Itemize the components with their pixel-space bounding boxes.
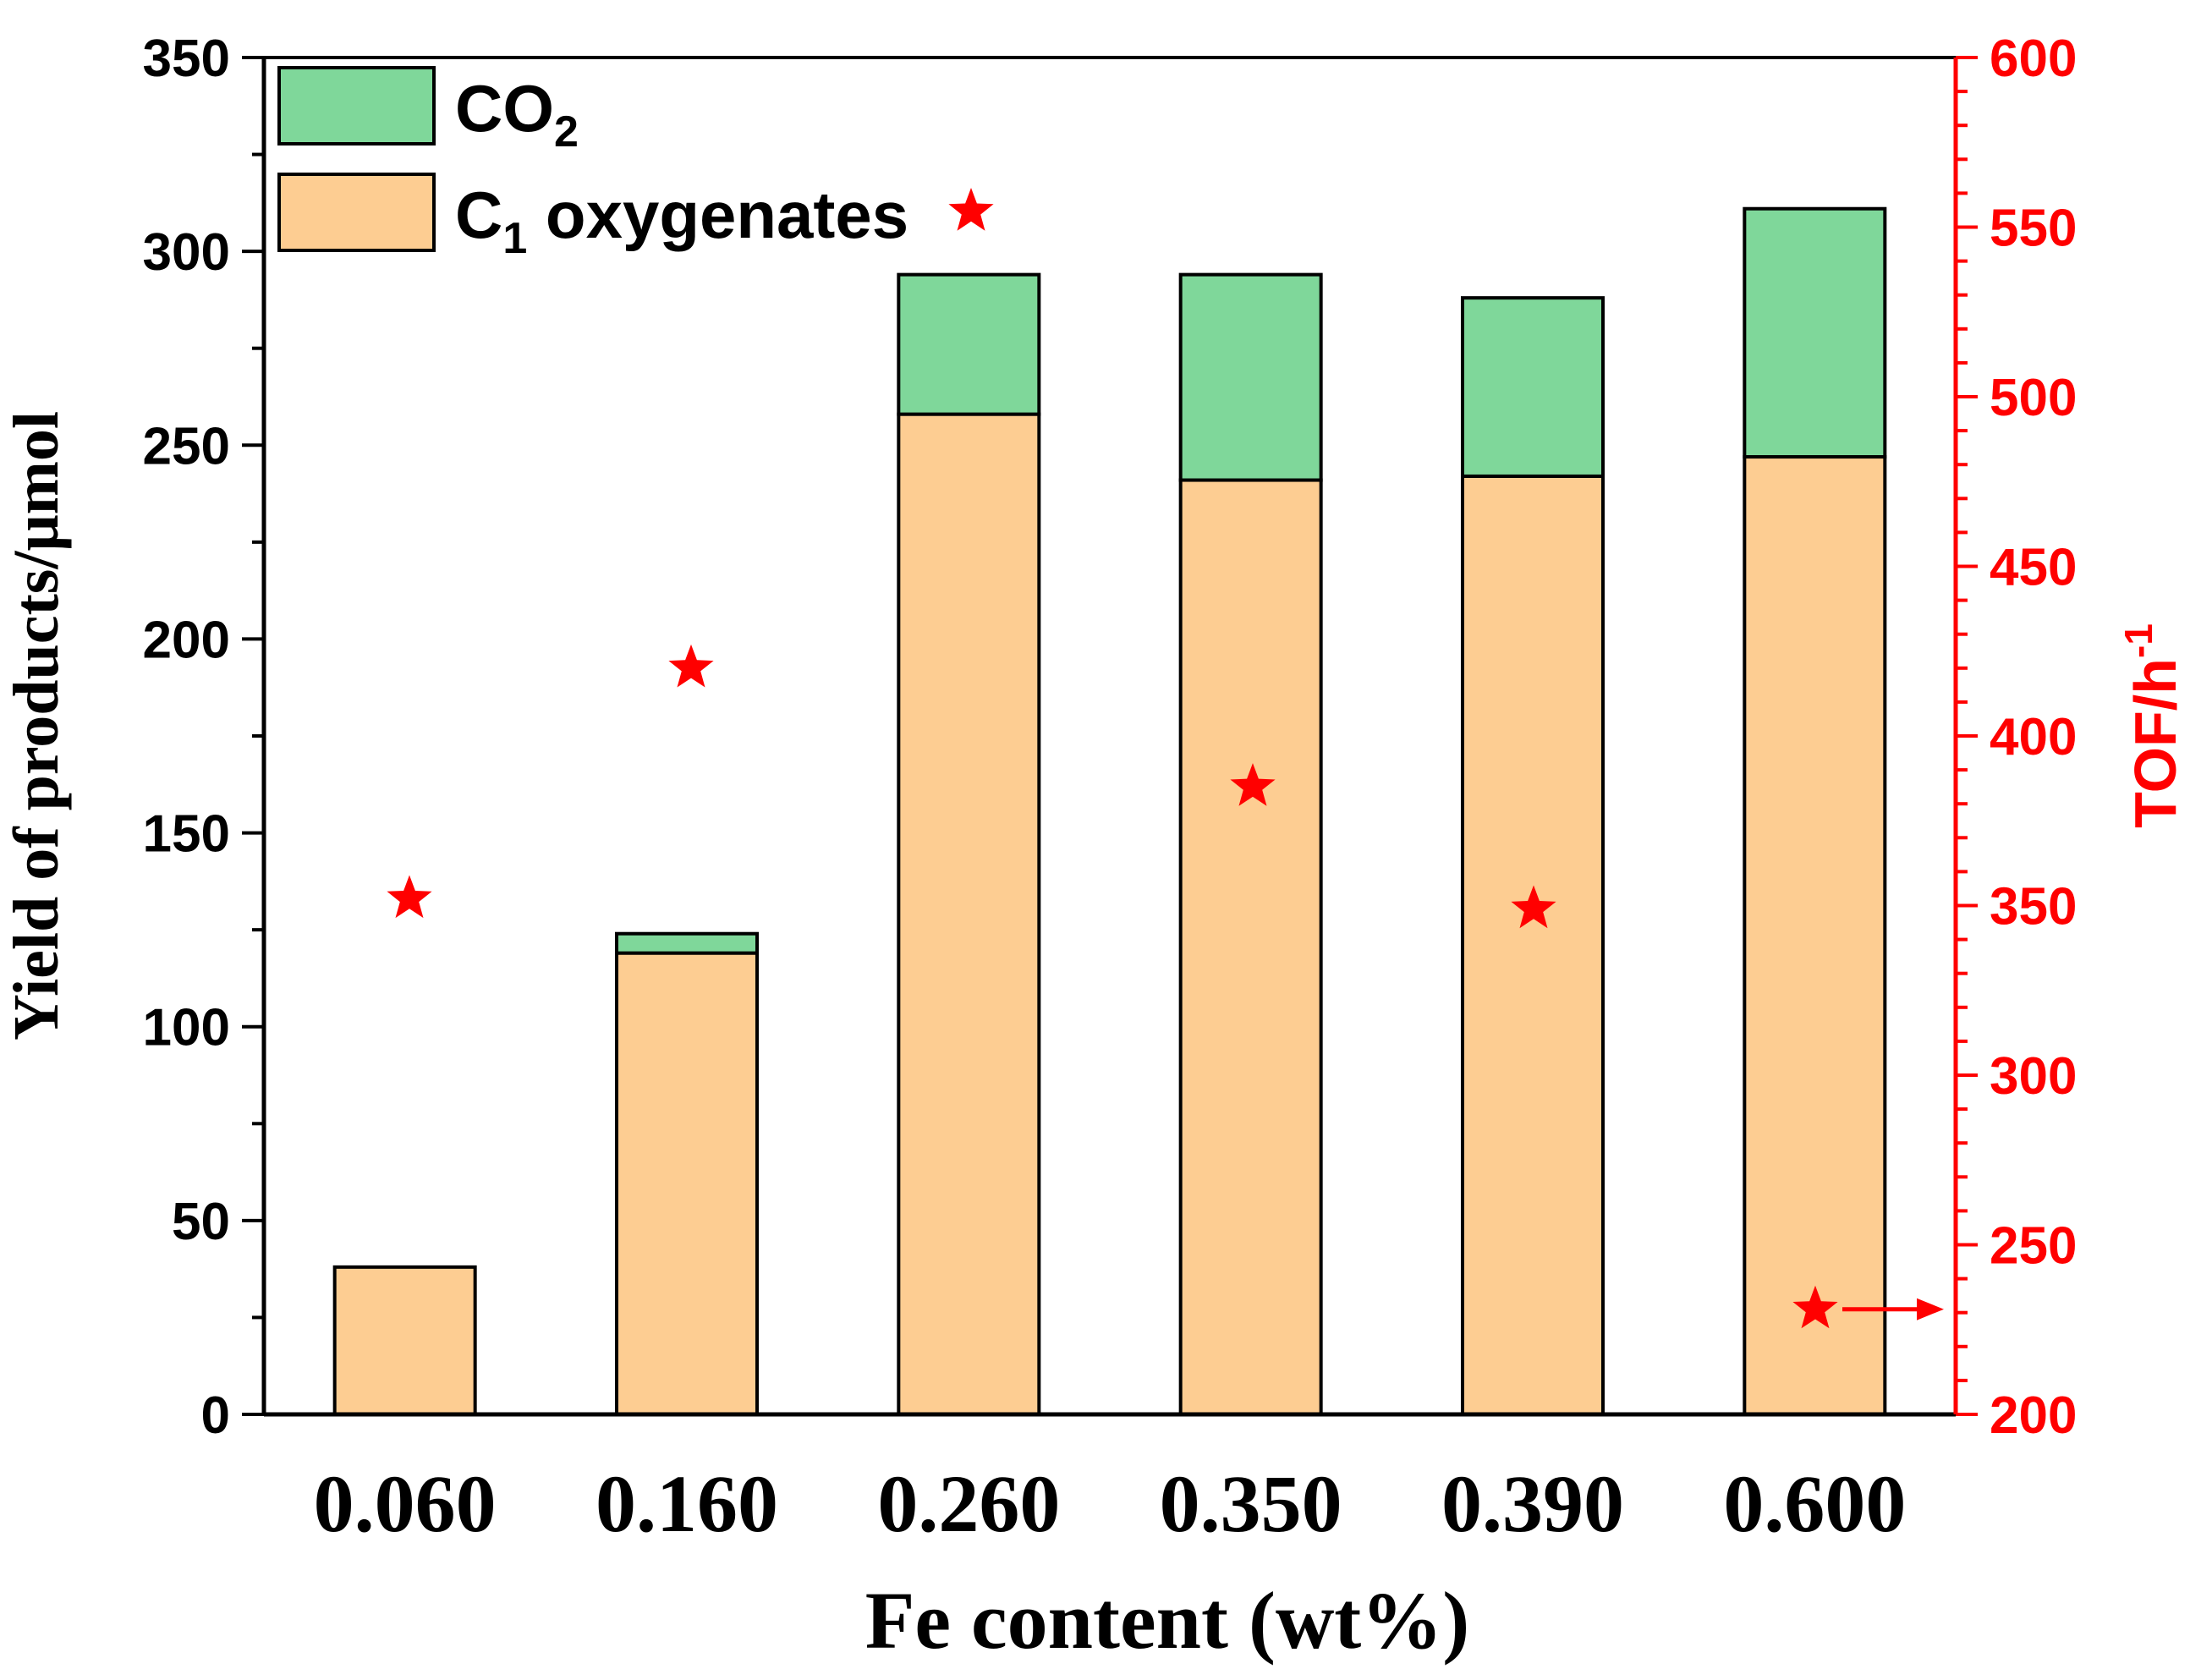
y-right-tick-label: 500 bbox=[1990, 369, 2077, 427]
y-left-tick-label: 0 bbox=[201, 1386, 230, 1445]
y-left-tick-label: 250 bbox=[143, 417, 230, 475]
bar-c1-oxygenates-0.060 bbox=[332, 1265, 477, 1417]
y-right-tick-label: 250 bbox=[1990, 1217, 2077, 1276]
bar-co2-0.350 bbox=[1178, 272, 1323, 482]
tof-star-0.390 bbox=[1511, 885, 1556, 929]
legend-swatch-c1-oxygenates bbox=[277, 173, 436, 252]
y-left-tick-label: 300 bbox=[143, 223, 230, 282]
tof-arrow-head bbox=[1917, 1298, 1944, 1320]
tof-star-0.160 bbox=[668, 644, 714, 688]
x-tick-label-0.060: 0.060 bbox=[314, 1458, 497, 1549]
bar-co2-0.160 bbox=[615, 931, 759, 955]
bar-c1-oxygenates-0.600 bbox=[1743, 455, 1887, 1416]
y-right-tick-label: 400 bbox=[1990, 708, 2077, 766]
y-left-tick-label: 150 bbox=[143, 805, 230, 864]
legend: CO2 C1 oxygenates bbox=[277, 66, 908, 263]
y-right-tick-label: 350 bbox=[1990, 878, 2077, 936]
bar-c1-oxygenates-0.260 bbox=[897, 412, 1041, 1417]
bar-c1-oxygenates-0.350 bbox=[1178, 478, 1323, 1417]
x-tick-label-0.390: 0.390 bbox=[1441, 1458, 1624, 1549]
y-right-tick-label: 600 bbox=[1990, 30, 2077, 88]
axes: 0 50 100 150 200 250 300 350 200 250 300 350 400 450 5… bbox=[143, 30, 2078, 1549]
tof-star-0.060 bbox=[387, 875, 432, 919]
x-tick-label-0.260: 0.260 bbox=[877, 1458, 1060, 1549]
y-right-tick-label: 300 bbox=[1990, 1047, 2077, 1106]
y-left-tick-label: 100 bbox=[143, 999, 230, 1057]
y-right-tick-label: 200 bbox=[1990, 1386, 2077, 1445]
x-tick-label-0.160: 0.160 bbox=[596, 1458, 778, 1549]
bar-co2-0.260 bbox=[897, 272, 1041, 416]
y-axis-left-label: Yield of products/μmol bbox=[1, 411, 72, 1040]
y-left-tick-label: 50 bbox=[172, 1193, 230, 1251]
legend-swatch-co2 bbox=[277, 66, 436, 145]
tof-star-0.260 bbox=[948, 188, 994, 231]
plot-area bbox=[332, 188, 1944, 1417]
tof-star-0.600 bbox=[1792, 1285, 1838, 1329]
x-tick-label-0.350: 0.350 bbox=[1160, 1458, 1342, 1549]
bar-co2-0.600 bbox=[1743, 206, 1887, 459]
y-left-tick-label: 200 bbox=[143, 611, 230, 669]
tof-star-0.350 bbox=[1230, 763, 1276, 806]
legend-label-co2: CO2 bbox=[455, 71, 579, 156]
y-left-tick-label: 350 bbox=[143, 30, 230, 88]
x-tick-label-0.600: 0.600 bbox=[1723, 1458, 1906, 1549]
bar-c1-oxygenates-0.390 bbox=[1461, 474, 1605, 1416]
x-axis-label: Fe content (wt%) bbox=[865, 1575, 1469, 1666]
y-right-tick-label: 550 bbox=[1990, 200, 2077, 258]
y-right-tick-label: 450 bbox=[1990, 539, 2077, 597]
bar-c1-oxygenates-0.160 bbox=[615, 951, 759, 1416]
y-axis-right-label: TOF/h-1 bbox=[2116, 623, 2188, 828]
legend-label-c1-oxygenates: C1 oxygenates bbox=[455, 178, 908, 263]
bar-co2-0.390 bbox=[1461, 296, 1605, 478]
